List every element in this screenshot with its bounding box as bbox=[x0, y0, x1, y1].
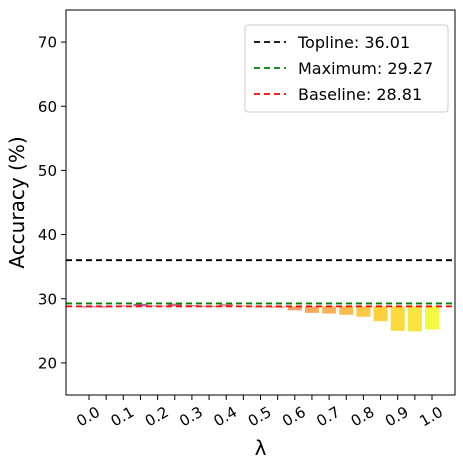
bar-0.85 bbox=[373, 306, 388, 322]
legend-box bbox=[244, 24, 449, 113]
legend: Topline: 36.01 Maximum: 29.27 Baseline: 28… bbox=[244, 24, 449, 113]
bar-0.8 bbox=[356, 306, 371, 317]
x-tick-label: 0.4 bbox=[211, 403, 241, 431]
bar-1.0 bbox=[425, 306, 439, 330]
x-tick-label: 0.2 bbox=[142, 403, 172, 431]
bar-0.95 bbox=[407, 306, 422, 332]
y-tick-label: 40 bbox=[38, 226, 57, 244]
bar-0.9 bbox=[390, 306, 405, 331]
legend-label-3: Baseline: 28.81 bbox=[298, 85, 422, 104]
y-tick-label: 20 bbox=[38, 354, 57, 372]
y-tick-label: 30 bbox=[38, 290, 57, 308]
bar-0.7 bbox=[322, 306, 337, 314]
reference-lines-group bbox=[66, 259, 455, 308]
bar-0.45 bbox=[236, 305, 251, 307]
bars-group bbox=[82, 303, 439, 332]
x-tick-label: 0.9 bbox=[382, 403, 412, 431]
legend-label-2: Maximum: 29.27 bbox=[298, 59, 433, 78]
x-tick-label: 1.0 bbox=[416, 403, 446, 431]
plot-frame bbox=[65, 9, 456, 396]
x-tick-label: 0.8 bbox=[348, 403, 378, 431]
y-axis-label: Accuracy (%) bbox=[5, 136, 29, 268]
x-tick-label: 0.6 bbox=[279, 403, 309, 431]
x-tick-label: 0.3 bbox=[176, 403, 206, 431]
y-tick-label: 50 bbox=[38, 162, 57, 180]
x-tick-label: 0.1 bbox=[108, 403, 138, 431]
bar-0.65 bbox=[304, 306, 319, 313]
y-tick-label: 60 bbox=[38, 98, 57, 116]
bar-0.25 bbox=[167, 303, 182, 307]
bar-0.1 bbox=[116, 305, 131, 307]
legend-label-1: Topline: 36.01 bbox=[297, 33, 410, 52]
y-axis: 20 30 40 50 60 70 bbox=[38, 34, 66, 372]
x-axis: 0.0 0.1 0.2 0.3 0.4 0.5 0.6 0.7 0.8 0.9 1.0 bbox=[73, 395, 446, 430]
x-tick-label: 0.7 bbox=[313, 403, 343, 431]
x-axis-label: λ bbox=[255, 436, 267, 460]
bar-0.15 bbox=[133, 303, 148, 307]
bar-0.75 bbox=[339, 306, 354, 315]
y-tick-label: 70 bbox=[38, 34, 57, 52]
x-tick-label: 0.0 bbox=[73, 403, 103, 431]
bar-0.6 bbox=[287, 306, 302, 311]
x-tick-label: 0.5 bbox=[245, 403, 275, 431]
bar-0.4 bbox=[219, 304, 234, 307]
